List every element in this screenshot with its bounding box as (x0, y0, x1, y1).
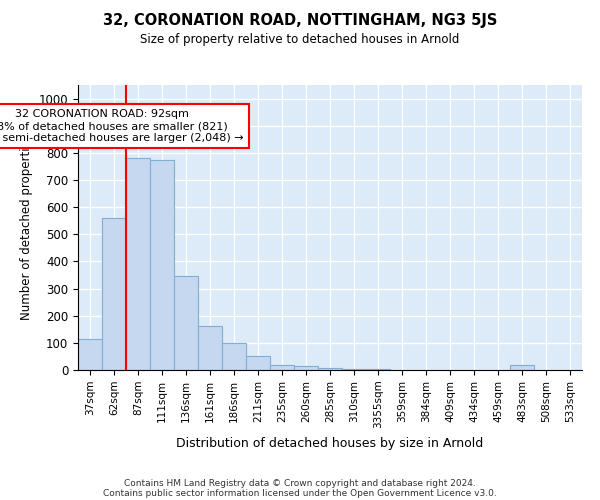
Bar (198, 326, 222, 370)
Bar (174, 276, 198, 370)
Bar (222, 344, 246, 370)
Text: 32, CORONATION ROAD, NOTTINGHAM, NG3 5JS: 32, CORONATION ROAD, NOTTINGHAM, NG3 5JS (103, 12, 497, 28)
Text: 32 CORONATION ROAD: 92sqm
← 28% of detached houses are smaller (821)
71% of semi: 32 CORONATION ROAD: 92sqm ← 28% of detac… (0, 110, 244, 142)
Bar (318, 368, 342, 370)
Text: Contains HM Land Registry data © Crown copyright and database right 2024.: Contains HM Land Registry data © Crown c… (124, 478, 476, 488)
Text: Size of property relative to detached houses in Arnold: Size of property relative to detached ho… (140, 32, 460, 46)
Bar (102, 218, 126, 370)
Bar (366, 368, 390, 370)
Bar (342, 368, 366, 370)
Bar (294, 366, 318, 370)
Bar (126, 158, 150, 370)
Bar (150, 160, 174, 370)
Y-axis label: Number of detached properties: Number of detached properties (20, 134, 33, 320)
Bar (246, 356, 270, 370)
Bar (270, 365, 294, 370)
X-axis label: Distribution of detached houses by size in Arnold: Distribution of detached houses by size … (176, 437, 484, 450)
Bar (78, 339, 102, 370)
Text: Contains public sector information licensed under the Open Government Licence v3: Contains public sector information licen… (103, 488, 497, 498)
Bar (510, 365, 534, 370)
